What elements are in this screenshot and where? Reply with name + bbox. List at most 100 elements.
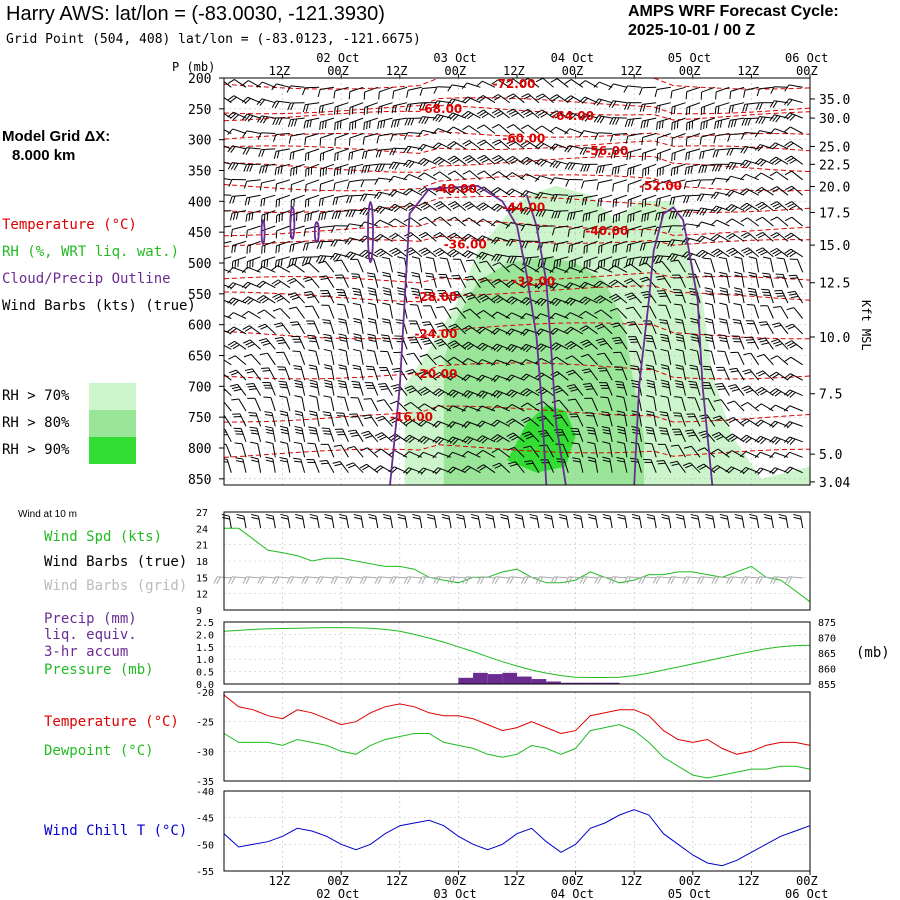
barb-feather: [290, 168, 292, 177]
upper-air-barb: [596, 179, 613, 191]
barb-feather: [690, 336, 699, 339]
barb-staff: [785, 516, 789, 529]
barb-feather: [262, 369, 271, 372]
barb-feather: [521, 108, 529, 114]
barb-staff: [412, 369, 423, 381]
upper-air-barb: [593, 295, 613, 304]
barb-feather: [783, 466, 791, 473]
barb-feather: [491, 94, 499, 99]
barb-feather: [353, 317, 361, 321]
upper-air-barb: [711, 177, 730, 185]
barb-feather: [676, 516, 685, 520]
upper-air-barb: [566, 194, 583, 204]
barb-feather: [378, 149, 383, 158]
barb-feather: [772, 100, 778, 108]
barb-staff: [393, 133, 408, 135]
barb-feather: [790, 277, 798, 279]
barb-feather: [757, 233, 766, 239]
barb-feather: [265, 414, 273, 417]
barb-feather: [784, 141, 792, 147]
barb-staff: [276, 240, 291, 247]
barb-feather: [783, 405, 791, 412]
upper-air-barb: [608, 83, 628, 91]
forecast-cycle-label: AMPS WRF Forecast Cycle:: [628, 3, 839, 20]
barb-feather: [274, 101, 280, 109]
barb-feather: [673, 167, 676, 176]
barb-feather: [319, 459, 328, 462]
barb-feather: [630, 198, 632, 207]
barb-feather: [491, 124, 500, 129]
upper-air-barb: [491, 295, 510, 304]
barb-feather: [568, 245, 571, 254]
barb-feather: [308, 410, 317, 414]
barb-staff: [481, 251, 496, 258]
upper-air-barb: [616, 457, 628, 473]
upper-air-barb: [755, 370, 774, 381]
upper-air-barb: [742, 368, 760, 381]
barb-feather: [500, 516, 509, 520]
barb-staff: [556, 110, 569, 119]
precip-bars: [458, 672, 693, 684]
barb-feather: [422, 339, 431, 343]
barb-feather: [260, 576, 265, 584]
upper-air-barb: [227, 340, 247, 350]
upper-air-barb: [307, 334, 320, 350]
barb-feather: [508, 390, 515, 397]
barb-feather: [319, 153, 322, 162]
upper-air-barb: [641, 210, 657, 223]
barb-staff: [233, 95, 247, 104]
barb-feather: [714, 576, 719, 584]
barb-feather: [231, 371, 239, 376]
barb-feather: [786, 467, 793, 474]
grid-barb: [521, 576, 540, 584]
barb-feather: [506, 78, 514, 84]
barb-feather: [640, 229, 644, 237]
upper-air-barb: [318, 210, 334, 221]
barb-staff: [344, 381, 349, 396]
barb-feather: [624, 102, 628, 110]
bottom-date-label: 02 Oct: [316, 887, 359, 900]
barb-staff: [482, 218, 496, 227]
barb-feather: [523, 445, 531, 449]
barb-feather: [543, 258, 547, 266]
barb-feather: [481, 205, 489, 211]
barb-feather: [272, 307, 281, 312]
barb-feather: [256, 81, 263, 88]
barb-feather: [466, 278, 475, 281]
barb-staff: [498, 139, 511, 150]
barb-staff: [539, 240, 554, 244]
upper-air-barb: [403, 217, 423, 227]
barb-feather: [231, 386, 240, 390]
barb-feather: [447, 373, 454, 379]
barb-staff: [467, 421, 481, 427]
barb-feather: [262, 381, 271, 384]
barb-staff: [583, 210, 598, 215]
barb-staff: [498, 155, 511, 165]
barb-feather: [310, 167, 313, 175]
upper-air-barb: [491, 139, 511, 150]
barb-staff: [499, 462, 511, 474]
isotherm-label: -60.00: [502, 131, 545, 145]
barb-feather: [674, 318, 683, 321]
upper-air-barb: [685, 133, 701, 146]
upper-air-barb: [320, 290, 335, 304]
barb-feather: [740, 217, 748, 223]
upper-air-barb: [602, 456, 613, 473]
barb-feather: [373, 205, 380, 213]
barb-feather: [600, 245, 603, 253]
barb-feather: [301, 87, 306, 96]
upper-air-barb: [272, 293, 291, 304]
grid-barb: [594, 576, 613, 584]
upper-air-barb: [769, 247, 789, 258]
barb-feather: [347, 429, 356, 432]
barb-feather: [379, 207, 386, 214]
barb-feather: [586, 164, 591, 172]
barb-feather: [699, 151, 702, 160]
barb-staff: [759, 86, 774, 90]
barb-staff: [497, 311, 510, 319]
upper-air-barb: [271, 279, 291, 289]
barb-feather: [464, 251, 471, 258]
barb-feather: [735, 516, 743, 520]
grid-barb: [535, 576, 554, 584]
barb-staff: [701, 148, 715, 153]
